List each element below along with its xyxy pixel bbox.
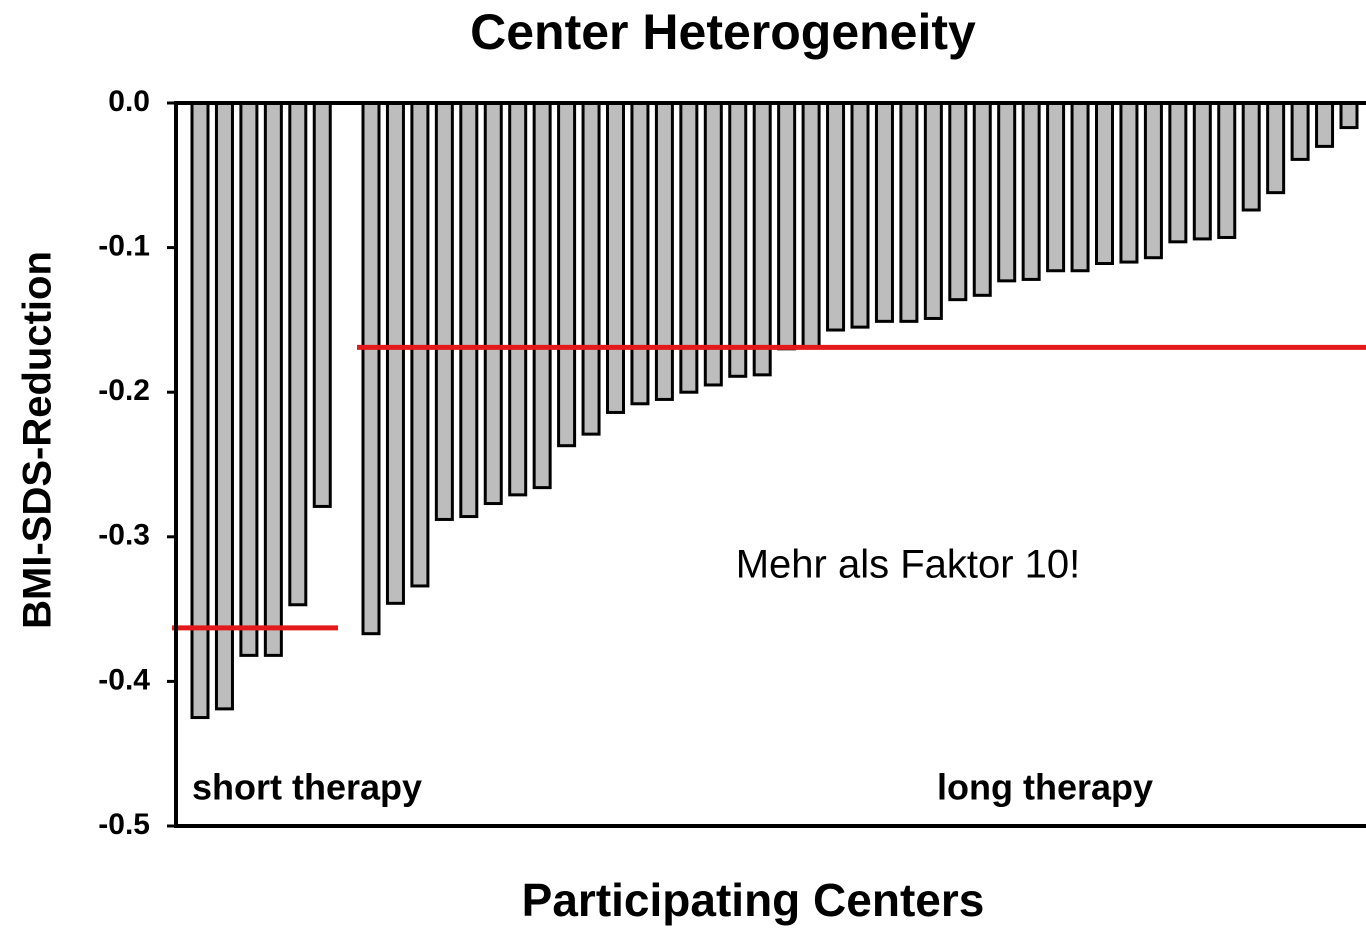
bar [850, 101, 870, 329]
y-tick-label: -0.1 [98, 230, 150, 263]
group-label: long therapy [937, 767, 1153, 808]
y-tick-label: -0.3 [98, 519, 150, 552]
bar [972, 101, 992, 297]
bar [1192, 101, 1212, 241]
bar [1266, 101, 1286, 195]
bar [948, 101, 968, 302]
bar [728, 101, 748, 378]
bar [214, 101, 234, 711]
bar [801, 101, 821, 349]
x-axis-label: Participating Centers [522, 874, 985, 926]
bar [508, 101, 528, 497]
bar [263, 101, 283, 657]
bar [752, 101, 772, 377]
bar [1339, 101, 1359, 130]
bar [654, 101, 674, 401]
bar [312, 101, 332, 508]
y-tick-label: -0.5 [98, 808, 150, 841]
bar [874, 101, 894, 323]
y-tick-label: -0.2 [98, 374, 150, 407]
bar [557, 101, 577, 448]
bar [288, 101, 308, 607]
bar [434, 101, 454, 521]
y-tick-label: 0.0 [108, 85, 150, 118]
bar [459, 101, 479, 519]
bar [1143, 101, 1163, 260]
y-tick-label: -0.4 [98, 663, 150, 696]
bar [532, 101, 552, 490]
bar [1119, 101, 1139, 264]
bar [1315, 101, 1335, 148]
bar [1021, 101, 1041, 281]
bar [1095, 101, 1114, 266]
bar [777, 101, 797, 351]
bar [361, 101, 381, 636]
bar [997, 101, 1017, 283]
bar [239, 101, 259, 657]
bar [923, 101, 943, 320]
bar [385, 101, 405, 605]
bar [606, 101, 625, 414]
bar [826, 101, 846, 332]
chart-title: Center Heterogeneity [470, 4, 976, 60]
bar [410, 101, 430, 588]
bar [899, 101, 919, 323]
annotation: Mehr als Faktor 10! [736, 543, 1081, 587]
bar [483, 101, 503, 506]
bar [1290, 101, 1310, 161]
bar [581, 101, 601, 436]
bar [1168, 101, 1188, 244]
bar [703, 101, 723, 387]
bar [190, 101, 210, 720]
group-label: short therapy [192, 767, 422, 808]
bar [1241, 101, 1261, 212]
bar [1217, 101, 1237, 239]
bar [1046, 101, 1066, 273]
bar [630, 101, 650, 406]
y-axis-label: BMI-SDS-Reduction [16, 251, 60, 629]
bar [1070, 101, 1090, 273]
